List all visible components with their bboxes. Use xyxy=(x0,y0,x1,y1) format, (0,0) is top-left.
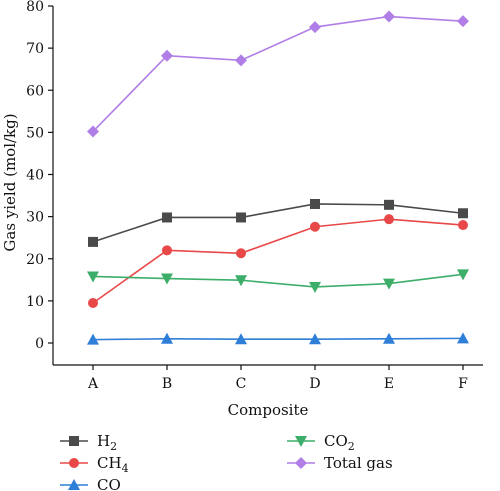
series-co xyxy=(87,332,469,345)
legend-label: H2 xyxy=(97,432,117,453)
legend-swatch-marker xyxy=(295,457,307,469)
x-tick-label: B xyxy=(162,376,172,392)
legend-swatch-marker xyxy=(69,458,79,468)
x-tick-label: E xyxy=(384,376,394,392)
series-line xyxy=(92,273,464,288)
legend-label: CH4 xyxy=(97,454,129,475)
data-point xyxy=(384,214,394,225)
series-line xyxy=(92,337,464,341)
data-point xyxy=(87,125,99,138)
series-h2 xyxy=(88,198,468,247)
data-point xyxy=(310,198,320,209)
legend-item: CO xyxy=(60,476,121,491)
legend-label-subscript: 2 xyxy=(110,440,117,453)
legend-label-subscript: 2 xyxy=(348,440,355,453)
legend-label-base: H xyxy=(97,432,110,450)
legend-item: CO2 xyxy=(287,432,355,453)
x-tick-label: C xyxy=(236,376,247,392)
data-point xyxy=(161,49,173,62)
data-point xyxy=(88,236,98,247)
data-point xyxy=(236,212,246,223)
y-tick-label: 10 xyxy=(26,294,44,310)
legend-label-base: Total gas xyxy=(324,454,393,472)
legend-swatch-marker xyxy=(69,436,79,446)
data-point xyxy=(383,332,395,344)
data-point xyxy=(458,220,468,231)
data-point xyxy=(457,269,469,281)
x-tick-label: A xyxy=(87,376,99,392)
data-point xyxy=(309,21,321,34)
data-point xyxy=(87,271,99,283)
data-point xyxy=(88,297,98,308)
data-point xyxy=(161,273,173,285)
data-point xyxy=(457,332,469,344)
legend-label: CO2 xyxy=(324,432,355,453)
axes: 0 10 20 30 40 50 60 70 80 A B C D E F Composite Gas yiel… xyxy=(1,0,483,419)
data-point xyxy=(161,332,173,344)
x-tick-label: F xyxy=(458,376,468,392)
series-line xyxy=(92,218,464,304)
data-point xyxy=(236,248,246,259)
legend-label: Total gas xyxy=(324,454,393,472)
y-tick-label: 30 xyxy=(26,210,44,226)
y-axis-label: Gas yield (mol/kg) xyxy=(1,113,19,251)
legend-item: Total gas xyxy=(287,454,393,472)
y-tick-label: 80 xyxy=(26,0,44,15)
data-point xyxy=(235,275,247,287)
y-tick-label: 50 xyxy=(26,125,44,141)
legend-item: H2 xyxy=(60,432,117,453)
series-ch4 xyxy=(88,214,468,308)
data-point xyxy=(383,10,395,23)
data-point xyxy=(383,278,395,290)
x-tick-label: D xyxy=(309,376,320,392)
legend-label-base: CO xyxy=(97,476,121,491)
legend-swatch-marker xyxy=(295,436,307,447)
y-tick-label: 70 xyxy=(26,41,44,57)
data-point xyxy=(310,221,320,232)
y-tick-label: 20 xyxy=(26,252,44,268)
series-co2 xyxy=(87,269,469,293)
series-line xyxy=(92,15,464,133)
legend-label-base: CH xyxy=(97,454,122,472)
x-axis-label: Composite xyxy=(228,401,309,419)
legend-item: CH4 xyxy=(60,454,129,475)
data-point xyxy=(309,333,321,345)
y-tick-label: 0 xyxy=(35,336,44,352)
legend-label-base: CO xyxy=(324,432,348,450)
series-layer xyxy=(87,10,469,345)
data-point xyxy=(162,245,172,256)
data-point xyxy=(384,199,394,210)
series-total-gas xyxy=(87,10,469,138)
legend-label: CO xyxy=(97,476,121,491)
legend-swatch-marker xyxy=(68,479,80,490)
y-tick-label: 40 xyxy=(26,168,44,184)
data-point xyxy=(235,333,247,345)
data-point xyxy=(309,281,321,293)
data-point xyxy=(458,208,468,219)
data-point xyxy=(457,15,469,28)
legend-label-subscript: 4 xyxy=(122,462,129,475)
series-line xyxy=(92,203,464,243)
data-point xyxy=(87,333,99,345)
data-point xyxy=(235,54,247,67)
y-tick-label: 60 xyxy=(26,83,44,99)
data-point xyxy=(162,212,172,223)
